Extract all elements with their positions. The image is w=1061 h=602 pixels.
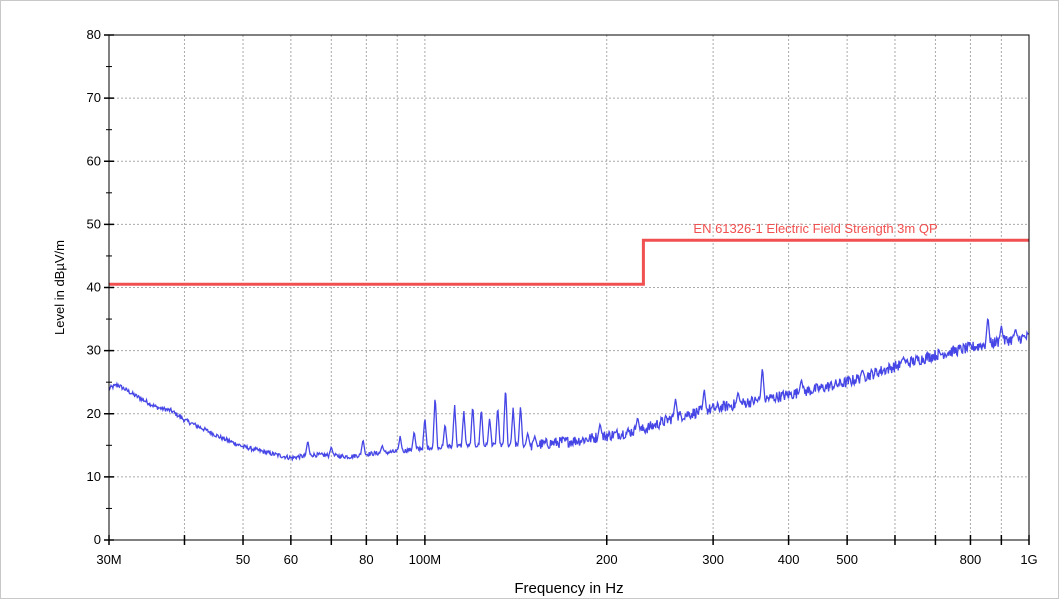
series-layer (108, 238, 1030, 462)
measured-trace (108, 317, 1030, 462)
y-tick-label: 60 (87, 153, 101, 168)
x-tick-label: 1G (1020, 552, 1037, 567)
y-axis-title: Level in dBµV/m (52, 240, 67, 335)
x-tick-label: 50 (236, 552, 250, 567)
limit-line-label: EN 61326-1 Electric Field Strength 3m QP (693, 221, 937, 236)
y-tick-label: 30 (87, 343, 101, 358)
minor-ticks (106, 66, 1003, 545)
limit-line (109, 238, 1029, 286)
x-tick-label: 800 (960, 552, 982, 567)
y-axis-ticks: 0 10 20 30 40 50 60 70 80 (87, 27, 114, 547)
y-tick-label: 70 (87, 90, 101, 105)
grid (109, 35, 1029, 540)
y-tick-label: 20 (87, 406, 101, 421)
x-tick-label: 60 (284, 552, 298, 567)
x-tick-label: 300 (702, 552, 724, 567)
x-tick-label: 100M (409, 552, 442, 567)
x-tick-label: 80 (359, 552, 373, 567)
y-tick-label: 40 (87, 280, 101, 295)
y-tick-label: 0 (94, 532, 101, 547)
y-tick-label: 50 (87, 216, 101, 231)
x-axis-title: Frequency in Hz (514, 580, 623, 597)
x-tick-label: 200 (596, 552, 618, 567)
x-tick-label: 500 (836, 552, 858, 567)
x-tick-label: 400 (778, 552, 800, 567)
x-axis-ticks: 30M 50 60 80 100M 200 300 400 500 800 1G (96, 535, 1038, 567)
y-tick-label: 10 (87, 469, 101, 484)
y-tick-label: 80 (87, 27, 101, 42)
x-tick-label: 30M (96, 552, 121, 567)
